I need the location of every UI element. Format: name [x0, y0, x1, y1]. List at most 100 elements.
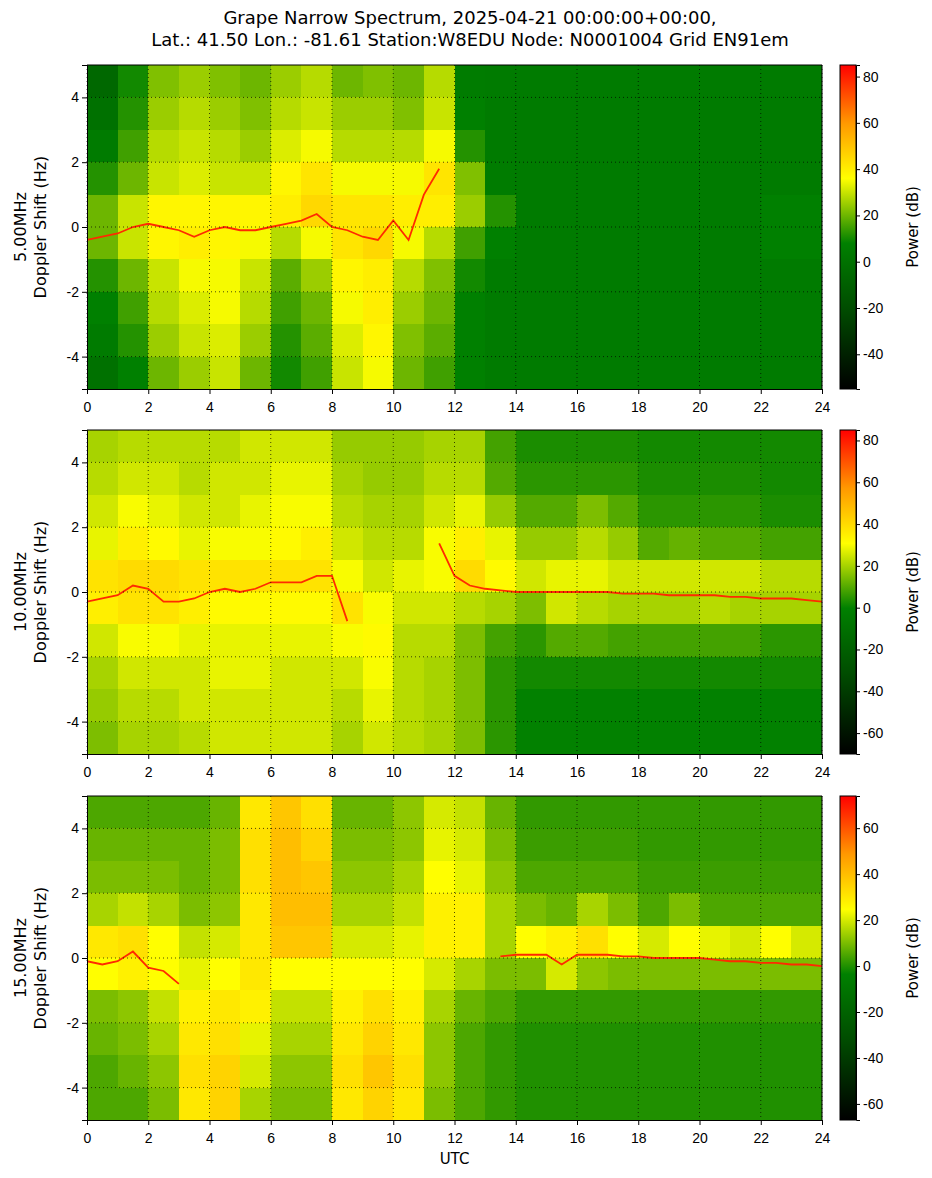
heatmap-cell	[669, 430, 700, 462]
heatmap-cell	[393, 495, 424, 527]
heatmap-cell	[700, 495, 731, 527]
tick-mark	[856, 354, 860, 355]
heatmap-cell	[455, 527, 486, 559]
tick: -60	[856, 1096, 883, 1112]
heatmap-cell	[301, 926, 332, 958]
heatmap-cell	[424, 495, 455, 527]
heatmap-cell	[577, 65, 608, 97]
heatmap-cell	[455, 990, 486, 1022]
heatmap-cell	[791, 462, 822, 494]
tick-mark	[148, 1120, 149, 1125]
heatmap-cell	[577, 324, 608, 356]
heatmap-cell	[546, 462, 577, 494]
heatmap-cell	[271, 430, 302, 462]
heatmap-cell	[271, 958, 302, 990]
heatmap-cell	[730, 130, 761, 162]
heatmap-cell	[210, 65, 241, 97]
tick-label: 2	[71, 519, 79, 535]
heatmap-cell	[577, 893, 608, 925]
grid-line	[87, 1022, 822, 1023]
heatmap-cell	[485, 990, 516, 1022]
heatmap-cell	[516, 462, 547, 494]
heatmap-cell	[332, 292, 363, 324]
heatmap-cell	[761, 527, 792, 559]
heatmap-cell	[730, 324, 761, 356]
heatmap-cell	[301, 893, 332, 925]
heatmap-cell	[455, 1055, 486, 1087]
heatmap-cell	[730, 560, 761, 592]
heatmap-cell	[363, 462, 394, 494]
heatmap-cell	[516, 560, 547, 592]
tick: 22	[753, 754, 769, 780]
heatmap-cell	[240, 828, 271, 860]
heatmap-cell	[608, 462, 639, 494]
tick-label: 16	[570, 764, 586, 780]
tick-mark	[856, 308, 860, 309]
heatmap-cell	[393, 97, 424, 129]
heatmap-cell	[638, 624, 669, 656]
tick: 0	[856, 958, 871, 974]
heatmap-cell	[148, 495, 179, 527]
tick-mark	[856, 733, 860, 734]
heatmap-cell	[608, 259, 639, 291]
heatmap-cell	[516, 195, 547, 227]
heatmap-cell	[424, 689, 455, 721]
heatmap-cell	[638, 592, 669, 624]
heatmap-cell	[148, 130, 179, 162]
heatmap-cell	[148, 1088, 179, 1120]
heatmap-cell	[393, 65, 424, 97]
heatmap-cell	[546, 796, 577, 828]
y-axis-title: 5.00MHz	[11, 192, 30, 262]
panel: 024681012141618202224-4-202410.00MHzDopp…	[11, 430, 922, 780]
tick-label: 60	[863, 820, 879, 836]
heatmap-cell	[301, 624, 332, 656]
tick-label: 24	[815, 764, 831, 780]
tick: -20	[856, 300, 883, 316]
heatmap-cell	[240, 495, 271, 527]
heatmap-cell	[730, 624, 761, 656]
heatmap-cell	[608, 65, 639, 97]
tick: 4	[206, 1120, 214, 1146]
heatmap-cell	[148, 722, 179, 754]
heatmap-cell	[363, 893, 394, 925]
heatmap-cell	[669, 65, 700, 97]
heatmap-cell	[240, 324, 271, 356]
heatmap-cell	[577, 495, 608, 527]
heatmap-cell	[393, 624, 424, 656]
heatmap-cell	[455, 926, 486, 958]
heatmap-cell	[455, 162, 486, 194]
heatmap-cell	[455, 495, 486, 527]
tick-label: 20	[863, 912, 879, 928]
tick-label: 80	[863, 69, 879, 85]
heatmap-cell	[424, 958, 455, 990]
grid-line	[87, 356, 822, 357]
heatmap-cell	[761, 259, 792, 291]
colorbar-title: Power (dB)	[904, 917, 922, 999]
heatmap-cell	[638, 324, 669, 356]
heatmap-cell	[301, 1055, 332, 1087]
heatmap-cell	[393, 1055, 424, 1087]
heatmap-cell	[791, 560, 822, 592]
grid-line	[638, 796, 639, 1120]
heatmap-cell	[332, 97, 363, 129]
heatmap-cell	[271, 592, 302, 624]
frame	[822, 65, 823, 389]
tick: 24	[815, 389, 831, 415]
heatmap-cell	[179, 1055, 210, 1087]
heatmap-cell	[301, 722, 332, 754]
heatmap-cell	[240, 527, 271, 559]
heatmap-cell	[669, 1055, 700, 1087]
heatmap-cell	[271, 495, 302, 527]
heatmap-cell	[271, 259, 302, 291]
heatmap-cell	[761, 357, 792, 389]
heatmap-cell	[271, 1055, 302, 1087]
grid-line	[638, 65, 639, 389]
heatmap-cell	[179, 1023, 210, 1055]
heatmap-cell	[700, 1088, 731, 1120]
heatmap-cell	[638, 357, 669, 389]
heatmap-cell	[638, 292, 669, 324]
tick: 0	[84, 1120, 92, 1146]
figure: Grape Narrow Spectrum, 2025-04-21 00:00:…	[0, 0, 932, 1178]
tick-label: 24	[815, 399, 831, 415]
heatmap-cell	[608, 1088, 639, 1120]
